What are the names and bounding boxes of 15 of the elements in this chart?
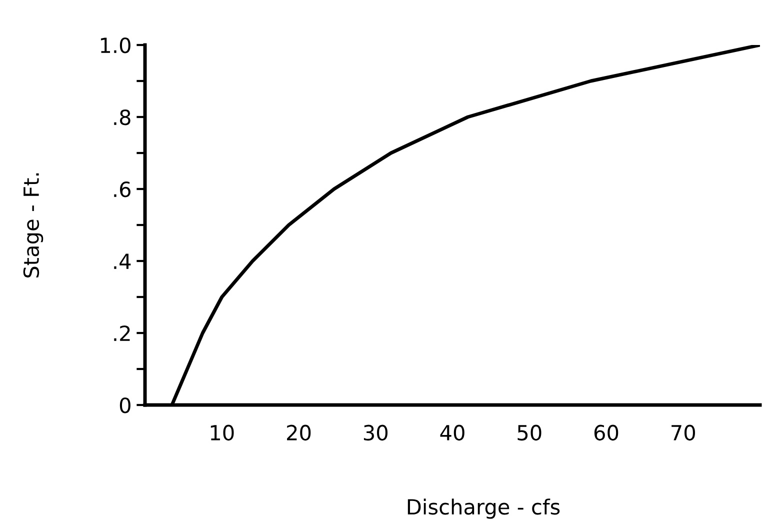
x-tick-label: 60	[594, 424, 618, 441]
x-tick-label: 70	[672, 424, 695, 441]
y-tick-label: .4	[114, 254, 131, 269]
y-tick-label: .2	[114, 325, 130, 341]
x-tick-label: 50	[518, 424, 542, 441]
x-tick-label: 10	[210, 424, 234, 441]
x-tick-label: 20	[287, 424, 311, 441]
x-axis-title: Discharge - cfs	[408, 498, 560, 519]
y-tick-label: .6	[114, 181, 130, 198]
x-tick-label: 40	[440, 424, 464, 441]
y-tick-label: .8	[114, 109, 130, 126]
x-tick-label: 30	[364, 424, 388, 441]
y-tick-label: 1.0	[100, 37, 130, 54]
y-axis-title: Stage - Ft.	[23, 173, 44, 278]
y-tick-label: 0	[120, 397, 130, 414]
